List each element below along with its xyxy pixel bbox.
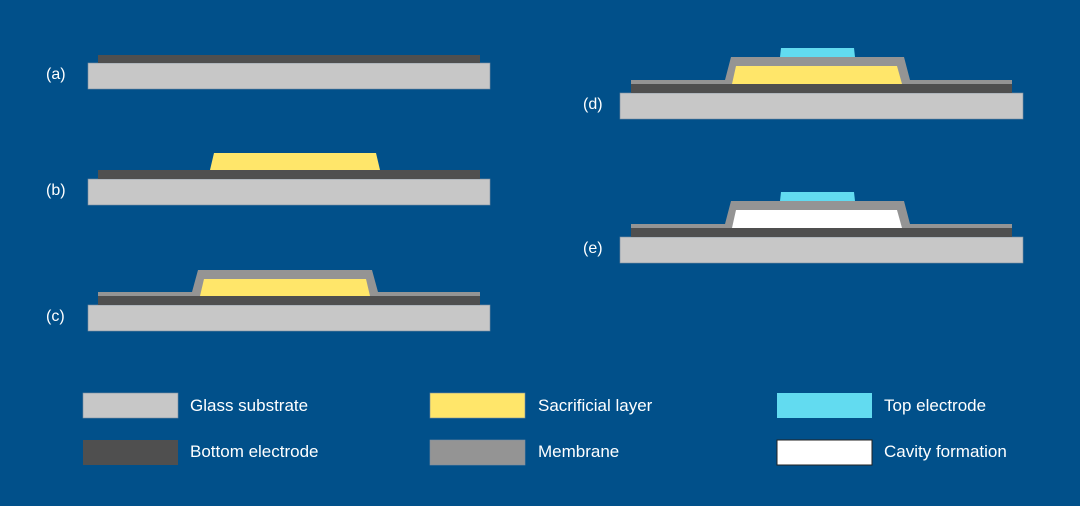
step-label-d: (d) bbox=[583, 96, 603, 113]
legend-swatch-sacrificial bbox=[429, 392, 526, 419]
glass-substrate bbox=[619, 92, 1024, 120]
legend-swatch-cavity bbox=[776, 439, 873, 466]
step-b-stack bbox=[87, 153, 491, 206]
step-label-b: (b) bbox=[46, 182, 66, 199]
sacrificial-layer bbox=[210, 153, 380, 170]
legend-swatch-glass bbox=[82, 392, 179, 419]
legend-swatches bbox=[82, 392, 873, 466]
glass-substrate bbox=[87, 178, 491, 206]
step-e-stack bbox=[619, 192, 1024, 264]
legend-label-bottom-electrode: Bottom electrode bbox=[190, 442, 319, 461]
step-a-stack bbox=[87, 55, 491, 90]
legend-label-top-electrode: Top electrode bbox=[884, 396, 987, 415]
legend-label-cavity: Cavity formation bbox=[884, 442, 1007, 461]
sacrificial-layer bbox=[732, 66, 902, 84]
legend-swatch-bottom-electrode bbox=[83, 440, 178, 465]
legend-swatch-top-electrode bbox=[777, 393, 872, 418]
legend-swatch-membrane bbox=[429, 439, 526, 466]
bottom-electrode bbox=[98, 55, 480, 63]
top-electrode bbox=[780, 192, 855, 201]
legend-label-membrane: Membrane bbox=[538, 442, 620, 461]
glass-substrate bbox=[619, 236, 1024, 264]
cavity bbox=[732, 210, 902, 228]
bottom-electrode bbox=[98, 296, 480, 305]
legend-label-sacrificial: Sacrificial layer bbox=[538, 396, 653, 415]
glass-substrate bbox=[87, 62, 491, 90]
step-label-e: (e) bbox=[583, 240, 603, 257]
step-label-c: (c) bbox=[46, 308, 65, 325]
top-electrode bbox=[780, 48, 855, 57]
bottom-electrode bbox=[631, 228, 1012, 237]
bottom-electrode bbox=[631, 84, 1012, 93]
step-label-a: (a) bbox=[46, 66, 66, 83]
legend-label-glass: Glass substrate bbox=[190, 396, 309, 415]
bottom-electrode bbox=[98, 170, 480, 179]
glass-substrate bbox=[87, 304, 491, 332]
sacrificial-layer bbox=[200, 279, 370, 296]
step-d-stack bbox=[619, 48, 1024, 120]
step-c-stack bbox=[87, 270, 491, 332]
